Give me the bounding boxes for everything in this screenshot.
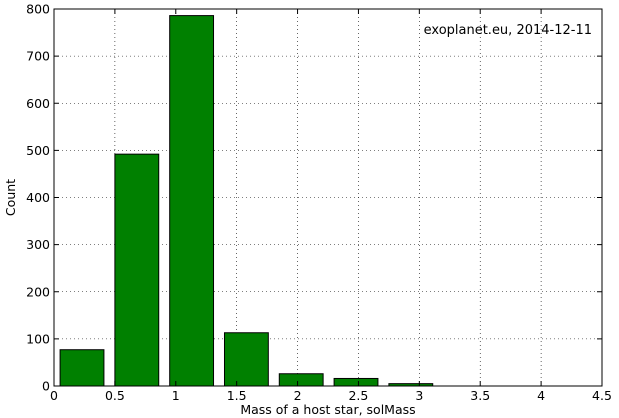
x-tick-label: 2.5: [348, 388, 368, 403]
histogram-bars: [59, 15, 434, 387]
y-tick-label: 700: [26, 49, 50, 64]
x-tick-label: 1.5: [227, 388, 247, 403]
bar-3: [223, 332, 269, 387]
y-tick-label: 400: [26, 190, 50, 205]
x-tick-label: 0.5: [105, 388, 125, 403]
y-tick-label: 800: [26, 2, 50, 17]
x-tick-label: 4: [537, 388, 545, 403]
x-tick-label: 3.5: [470, 388, 490, 403]
bar-4: [278, 373, 324, 387]
x-tick-label: 4.5: [592, 388, 612, 403]
x-tick-label: 1: [172, 388, 180, 403]
x-tick-labels: 0 0.5 1 1.5 2 2.5 3 3.5 4 4.5: [50, 388, 612, 403]
y-tick-label: 300: [26, 237, 50, 252]
bar-0: [59, 349, 105, 387]
bar-5: [333, 377, 379, 387]
bar-1: [114, 153, 160, 387]
y-tick-label: 600: [26, 96, 50, 111]
bar-2: [169, 15, 215, 387]
y-tick-label: 200: [26, 284, 50, 299]
y-tick-label: 0: [42, 379, 50, 394]
y-axis-label: Count: [3, 179, 18, 216]
x-tick-label: 3: [415, 388, 423, 403]
x-axis-label: Mass of a host star, solMass: [240, 402, 415, 417]
y-tick-label: 500: [26, 143, 50, 158]
y-tick-label: 100: [26, 331, 50, 346]
source-annotation: exoplanet.eu, 2014-12-11: [424, 23, 592, 38]
x-tick-label: 2: [294, 388, 302, 403]
x-tick-label: 0: [50, 388, 58, 403]
axis-ticks: [53, 8, 603, 387]
y-tick-labels: 0 100 200 300 400 500 600 700 800: [26, 2, 50, 394]
